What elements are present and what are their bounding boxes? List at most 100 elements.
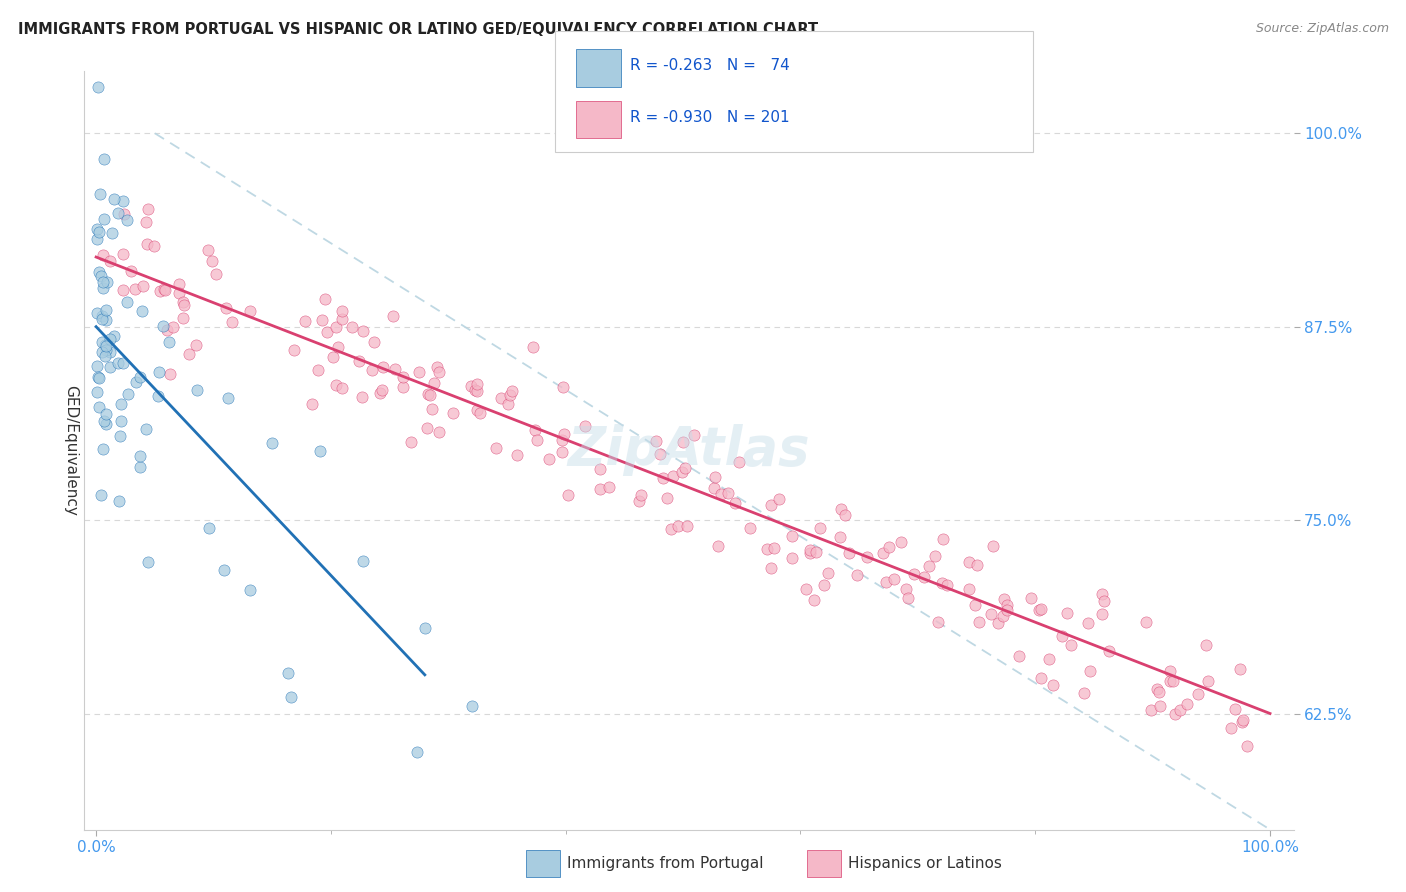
Point [1223,702,1246,716]
Point [738,520,761,534]
Point [112,207,135,221]
Point [1052,629,1074,643]
Point [416,387,439,401]
Point [143,238,166,252]
Point [406,745,429,759]
Point [652,471,675,485]
Point [107,205,129,219]
Point [682,428,704,442]
Point [115,294,138,309]
Point [239,583,262,598]
Text: Source: ZipAtlas.com: Source: ZipAtlas.com [1256,22,1389,36]
Point [553,426,575,441]
Point [808,521,831,535]
Point [98,344,121,359]
Point [897,591,920,605]
Point [87,265,110,279]
Point [201,253,224,268]
Point [153,282,176,296]
Point [768,491,790,506]
Point [413,621,436,635]
Point [676,519,699,533]
Point [315,325,337,339]
Point [159,367,181,381]
Point [883,572,905,586]
Point [877,540,900,554]
Point [522,340,544,354]
Point [91,248,114,262]
Point [136,202,159,217]
Point [107,356,129,370]
Point [918,558,941,573]
Point [125,375,148,389]
Point [152,319,174,334]
Point [325,378,347,392]
Point [1140,703,1163,717]
Text: Hispanics or Latinos: Hispanics or Latinos [848,856,1001,871]
Point [671,466,693,480]
Point [427,425,450,439]
Point [93,349,115,363]
Point [838,546,860,560]
Point [903,567,925,582]
Point [110,429,132,443]
Point [1008,649,1031,664]
Y-axis label: GED/Equivalency: GED/Equivalency [63,385,79,516]
Point [759,498,782,512]
Point [86,359,108,374]
Point [260,435,283,450]
Point [780,551,803,566]
Point [370,386,392,401]
Point [724,496,747,510]
Point [131,303,153,318]
Point [426,360,449,375]
Point [94,338,117,352]
Point [465,403,488,417]
Point [703,482,725,496]
Point [506,448,529,462]
Point [932,532,955,546]
Point [589,482,612,496]
Point [1078,664,1101,678]
Point [465,376,488,391]
Point [491,392,513,406]
Point [526,433,548,447]
Point [93,153,115,167]
Point [499,388,522,402]
Point [91,275,114,289]
Point [94,313,117,327]
Point [993,591,1015,606]
Point [727,455,749,469]
Point [997,603,1019,617]
Point [153,283,176,297]
Point [1159,674,1181,689]
Point [1028,603,1050,617]
Point [309,443,332,458]
Point [1019,591,1042,605]
Point [117,386,139,401]
Point [136,237,159,252]
Point [215,301,238,315]
Point [108,494,131,508]
Point [408,365,430,379]
Point [91,309,114,323]
Point [1029,602,1052,616]
Point [301,397,323,411]
Point [1195,639,1218,653]
Point [148,388,170,402]
Point [662,469,685,483]
Text: ZipAtlas: ZipAtlas [568,425,810,476]
Point [1164,706,1187,721]
Point [441,406,464,420]
Point [759,561,782,575]
Point [391,380,413,394]
Point [894,582,917,596]
Point [828,530,851,544]
Point [630,488,652,502]
Point [111,283,134,297]
Point [98,254,121,268]
Point [87,370,110,384]
Point [1149,684,1171,698]
Point [399,435,422,450]
Point [981,539,1004,553]
